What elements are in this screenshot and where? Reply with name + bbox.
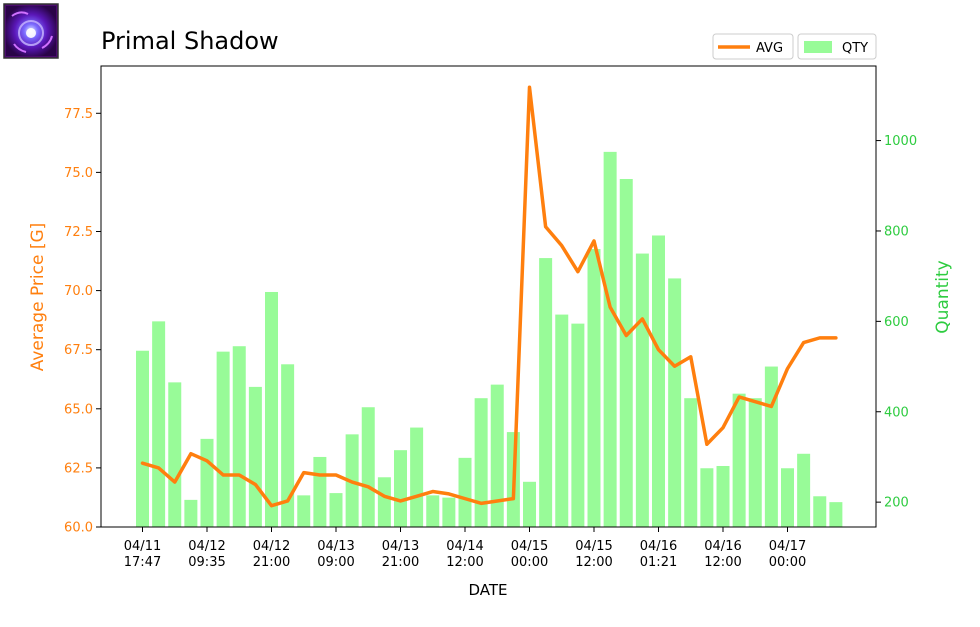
quantity-bar xyxy=(619,178,633,528)
quantity-bar xyxy=(829,502,843,527)
x-tick-label-date: 04/11 xyxy=(124,539,161,554)
quantity-bar xyxy=(587,249,601,528)
quantity-bar xyxy=(313,456,327,527)
avg-price-line xyxy=(140,85,838,508)
quantity-bar xyxy=(377,477,391,527)
quantity-bar xyxy=(635,253,649,527)
quantity-bar xyxy=(248,386,262,527)
quantity-bar xyxy=(216,351,230,527)
x-tick-label-date: 04/15 xyxy=(511,539,548,554)
x-tick-label-time: 01:21 xyxy=(640,555,677,570)
right-tick-label: 600 xyxy=(884,315,909,330)
right-tick-label: 1000 xyxy=(884,134,917,149)
quantity-bar xyxy=(700,468,714,527)
legend-qty: QTY xyxy=(797,33,877,60)
left-tick-label: 72.5 xyxy=(64,225,93,240)
quantity-bar xyxy=(571,323,585,527)
quantity-bar xyxy=(813,496,827,527)
quantity-bar xyxy=(555,314,569,527)
quantity-bar xyxy=(716,465,730,527)
right-tick-label: 400 xyxy=(884,405,909,420)
left-tick-label: 75.0 xyxy=(64,166,93,181)
x-tick-label-date: 04/16 xyxy=(704,539,741,554)
quantity-bar xyxy=(281,364,295,527)
quantity-bar xyxy=(297,495,311,527)
quantity-bar xyxy=(684,398,698,527)
x-tick-label-time: 21:00 xyxy=(253,555,290,570)
quantity-bar xyxy=(426,495,440,527)
x-tick-label-time: 09:35 xyxy=(188,555,225,570)
quantity-bar xyxy=(152,321,166,527)
quantity-bar xyxy=(539,258,553,527)
x-tick-label-date: 04/12 xyxy=(188,539,225,554)
left-axis-ticks: 60.0 62.5 65.0 67.5 70.0 72.5 75.0 77.5 xyxy=(64,107,101,536)
right-tick-label: 800 xyxy=(884,224,909,239)
left-tick-label: 70.0 xyxy=(64,284,93,299)
left-tick-label: 65.0 xyxy=(64,402,93,417)
x-tick-label-time: 12:00 xyxy=(446,555,483,570)
x-tick-label-date: 04/13 xyxy=(382,539,419,554)
legend-avg-label: AVG xyxy=(756,41,783,56)
right-axis-label: Quantity xyxy=(933,260,953,333)
quantity-bar xyxy=(265,291,278,527)
legend-qty-swatch xyxy=(804,41,832,53)
left-tick-label: 60.0 xyxy=(64,521,93,536)
quantity-bar xyxy=(458,457,472,527)
quantity-bar xyxy=(410,427,424,527)
quantity-bar xyxy=(474,398,488,527)
quantity-bar xyxy=(394,450,407,527)
quantity-bar xyxy=(168,382,182,527)
quantity-bar xyxy=(200,438,214,527)
left-axis-label: Average Price [G] xyxy=(28,223,48,372)
x-axis-ticks: 04/1117:4704/1209:3504/1221:0004/1309:00… xyxy=(124,527,806,570)
quantity-bar xyxy=(329,493,343,527)
left-tick-label: 77.5 xyxy=(64,107,93,122)
quantity-bar xyxy=(361,407,375,527)
plot-frame xyxy=(100,65,877,528)
left-tick-label: 62.5 xyxy=(64,461,93,476)
x-tick-label-date: 04/14 xyxy=(446,539,483,554)
quantity-bar xyxy=(781,468,794,527)
x-tick-label-date: 04/16 xyxy=(640,539,677,554)
quantity-bar xyxy=(136,350,149,527)
x-tick-label-time: 12:00 xyxy=(575,555,612,570)
legend-qty-label: QTY xyxy=(842,41,868,56)
left-tick-label: 67.5 xyxy=(64,343,93,358)
quantity-bar xyxy=(748,398,762,527)
quantity-bar xyxy=(797,453,811,527)
x-tick-label-date: 04/17 xyxy=(769,539,806,554)
x-tick-label-date: 04/13 xyxy=(317,539,354,554)
x-tick-label-date: 04/15 xyxy=(575,539,612,554)
avg-price-line-layer xyxy=(140,85,838,508)
x-axis-label: DATE xyxy=(468,581,507,599)
quantity-bar xyxy=(184,499,198,527)
quantity-bar xyxy=(603,151,617,527)
quantity-bar xyxy=(232,346,246,527)
quantity-bar xyxy=(523,481,536,527)
x-tick-label-date: 04/12 xyxy=(253,539,290,554)
x-tick-label-time: 00:00 xyxy=(769,555,806,570)
x-tick-label-time: 00:00 xyxy=(511,555,548,570)
quantity-bar xyxy=(764,366,778,527)
x-tick-label-time: 17:47 xyxy=(124,555,161,570)
x-tick-label-time: 21:00 xyxy=(382,555,419,570)
x-tick-label-time: 09:00 xyxy=(317,555,354,570)
primal-shadow-orb-icon xyxy=(3,3,59,59)
quantity-bar xyxy=(490,384,504,527)
quantity-bar xyxy=(732,393,746,527)
legend-avg: AVG xyxy=(712,33,794,60)
quantity-bar xyxy=(668,278,682,527)
quantity-bar xyxy=(652,235,665,528)
right-tick-label: 200 xyxy=(884,496,909,511)
x-tick-label-time: 12:00 xyxy=(704,555,741,570)
quantity-bar xyxy=(442,497,456,527)
chart-title: Primal Shadow xyxy=(101,27,279,55)
right-axis-ticks: 200 400 600 800 1000 xyxy=(876,134,917,511)
quantity-bars xyxy=(136,151,843,528)
